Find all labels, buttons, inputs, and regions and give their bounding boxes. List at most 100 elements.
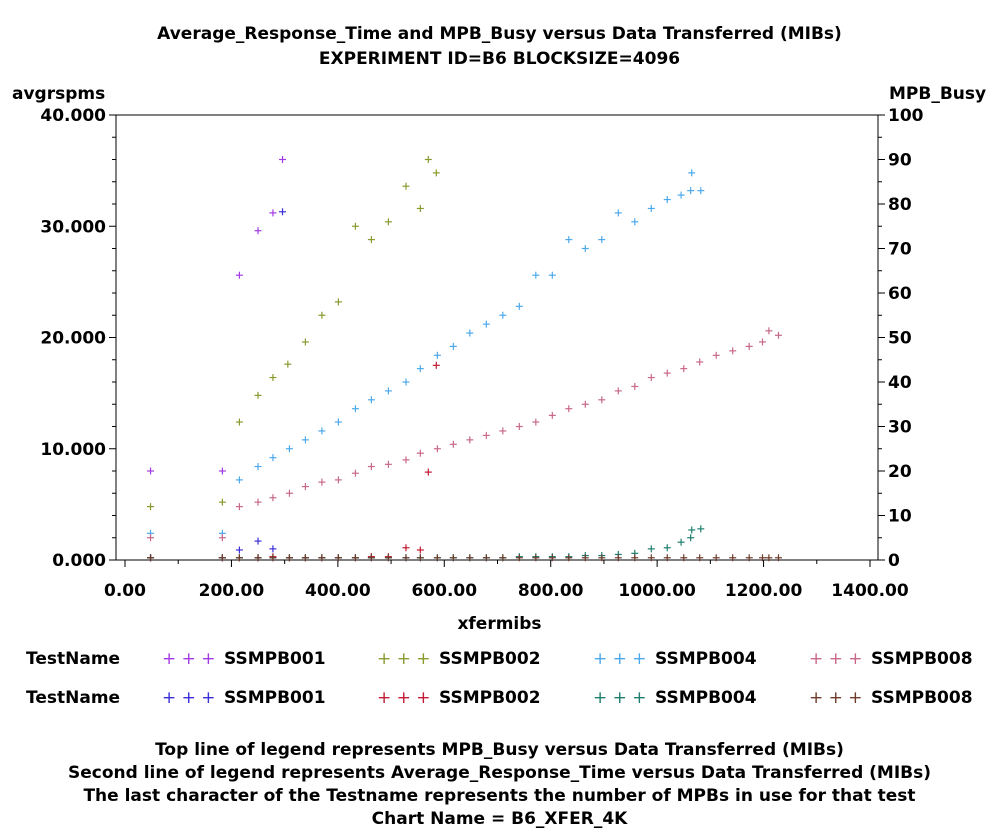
data-point — [598, 236, 606, 244]
data-point — [759, 338, 767, 346]
data-point — [402, 378, 410, 386]
y-right-tick-label: 10 — [888, 507, 912, 527]
data-point — [416, 554, 424, 562]
data-point — [466, 554, 474, 562]
data-point — [318, 478, 326, 486]
data-point — [765, 554, 773, 562]
data-point — [712, 351, 720, 359]
data-point — [334, 418, 342, 426]
data-point — [515, 554, 523, 562]
data-point — [269, 494, 277, 502]
data-point — [334, 554, 342, 562]
data-point — [416, 449, 424, 457]
legend-label: SSMPB001 — [224, 688, 326, 708]
data-point — [598, 554, 606, 562]
data-point — [284, 360, 292, 368]
data-point — [254, 463, 262, 471]
data-point — [631, 554, 639, 562]
data-point — [677, 538, 685, 546]
data-point — [218, 467, 226, 475]
legend-item: + + + SSMPB008 — [809, 688, 973, 708]
data-point — [301, 554, 309, 562]
data-point — [235, 476, 243, 484]
data-point — [147, 554, 155, 562]
legend-marker: + + + — [809, 649, 863, 669]
x-tick-label: 800.00 — [518, 581, 584, 601]
data-point — [581, 400, 589, 408]
data-point — [367, 554, 375, 562]
data-point — [334, 476, 342, 484]
legend-marker: + + + — [593, 688, 647, 708]
data-point — [745, 342, 753, 350]
plot-frame — [115, 114, 879, 561]
data-point — [565, 554, 573, 562]
data-point — [532, 418, 540, 426]
data-point — [269, 545, 277, 553]
legend-item: + + + SSMPB001 — [162, 688, 326, 708]
y-right-tick-label: 90 — [888, 151, 912, 171]
data-point — [384, 218, 392, 226]
data-point — [631, 382, 639, 390]
data-point — [285, 489, 293, 497]
data-marks — [147, 156, 782, 562]
legend-row-response-time: TestName + + + SSMPB001 + + + SSMPB002 + +… — [0, 688, 999, 712]
y-right-tick-label: 80 — [888, 195, 912, 215]
data-point — [269, 454, 277, 462]
data-point — [218, 534, 226, 542]
data-point — [614, 209, 622, 217]
plot-area: 0.00 200.00 400.00 600.00 800.00 1000.00 1200.… — [40, 106, 923, 601]
data-point — [466, 329, 474, 337]
data-point — [712, 554, 720, 562]
data-point — [402, 182, 410, 190]
footnote: Chart Name = B6_XFER_4K — [371, 809, 628, 829]
x-tick-label: 400.00 — [305, 581, 371, 601]
y-right-tick-label: 70 — [888, 240, 912, 260]
data-point — [351, 222, 359, 230]
data-point — [532, 271, 540, 279]
data-point — [581, 245, 589, 252]
data-point — [532, 554, 540, 562]
legend-label: SSMPB002 — [439, 649, 541, 669]
data-point — [147, 503, 155, 511]
data-point — [318, 554, 326, 562]
y-left-tick-label: 20.000 — [40, 329, 106, 349]
legend-label: SSMPB008 — [871, 688, 973, 708]
data-point — [647, 545, 655, 553]
data-point — [614, 387, 622, 395]
data-point — [449, 342, 457, 350]
y-left-tick-label: 10.000 — [40, 440, 106, 460]
data-point — [285, 554, 293, 562]
data-point — [466, 436, 474, 444]
data-point — [235, 546, 243, 554]
data-point — [687, 187, 695, 195]
data-point — [631, 218, 639, 226]
legend-marker: + + + — [377, 688, 431, 708]
data-point — [416, 204, 424, 212]
data-point — [235, 554, 243, 562]
data-point — [416, 546, 424, 554]
data-point — [774, 331, 782, 339]
data-point — [402, 456, 410, 464]
y-left-tick-label: 0.000 — [52, 551, 106, 571]
data-point — [433, 445, 441, 453]
data-point — [680, 365, 688, 373]
data-point — [647, 554, 655, 562]
data-point — [697, 187, 705, 195]
data-point — [729, 554, 737, 562]
legend-label: SSMPB008 — [871, 649, 973, 669]
legend-item: + + + SSMPB008 — [809, 649, 973, 669]
x-tick-label: 200.00 — [199, 581, 265, 601]
y-right-axis-label: MPB_Busy — [889, 84, 987, 104]
data-point — [688, 526, 696, 534]
x-axis-label: xfermibs — [457, 614, 542, 634]
y-right-tick-label: 60 — [888, 284, 912, 304]
data-point — [424, 468, 432, 476]
data-point — [254, 537, 262, 545]
data-point — [367, 236, 375, 244]
legend-item: + + + SSMPB004 — [593, 649, 757, 669]
data-point — [765, 327, 773, 335]
data-point — [318, 427, 326, 435]
data-point — [218, 554, 226, 562]
data-point — [279, 208, 287, 216]
legend-marker: + + + — [809, 688, 863, 708]
